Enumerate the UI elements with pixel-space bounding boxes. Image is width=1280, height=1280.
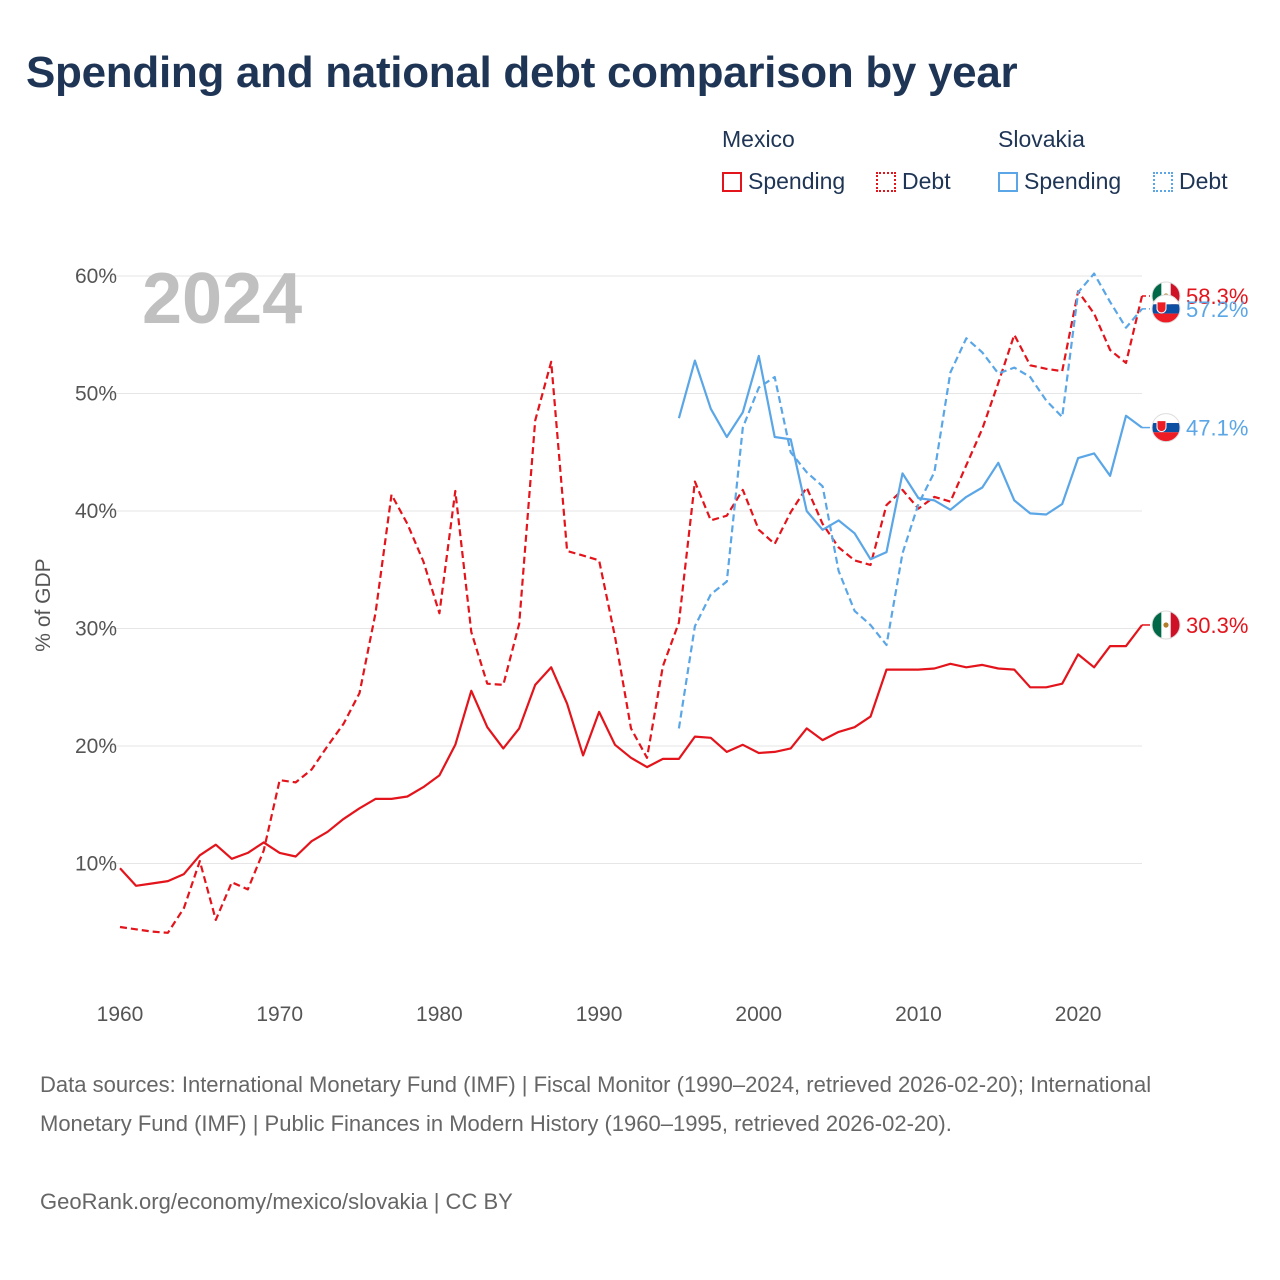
legend-item-slovakia-spending[interactable]: Spending: [998, 168, 1121, 195]
solid-line-swatch-icon: [722, 171, 742, 192]
legend-label: Spending: [748, 168, 846, 194]
legend-label: Debt: [902, 168, 951, 194]
slovakia-debt-line: [677, 272, 1143, 729]
legend-item-mexico-debt[interactable]: Debt: [876, 168, 951, 195]
slovakia-flag-icon: [1151, 413, 1181, 443]
x-tick-label: 1980: [416, 1003, 463, 1026]
chart-title: Spending and national debt comparison by…: [26, 48, 1018, 97]
flag-stripe-red: [1152, 313, 1180, 323]
year-watermark: 2024: [142, 259, 302, 339]
flag-stripe-green: [1152, 281, 1162, 310]
legend-group-slovakia: Slovakia: [998, 126, 1085, 152]
x-tick-label: 1960: [97, 1003, 144, 1026]
x-tick-label: 1990: [576, 1003, 623, 1026]
dotted-line-swatch-icon: [1153, 171, 1173, 192]
y-axis-label: % of GDP: [32, 558, 55, 651]
legend-label: Debt: [1179, 168, 1228, 194]
flag-stripe-white: [1152, 413, 1180, 423]
y-tick-label: 30%: [75, 618, 117, 641]
slovakia-spending-line: [677, 354, 1143, 561]
y-tick-label: 60%: [75, 265, 117, 288]
mexico-debt-line: [119, 290, 1144, 934]
flag-emblem: [1156, 301, 1167, 314]
mexico-flag-icon: [1151, 610, 1181, 640]
flag-fill: [1152, 413, 1180, 442]
x-tick-label: 2000: [735, 1003, 782, 1026]
y-tick-label: 50%: [75, 383, 117, 406]
y-tick-label: 10%: [75, 853, 117, 876]
credit-link[interactable]: GeoRank.org/economy/mexico/slovakia | CC…: [40, 1189, 513, 1214]
mexico-debt-end-label: 58.3%: [1186, 284, 1248, 309]
slovakia-flag-icon: [1151, 294, 1181, 324]
flag-emblem: [1156, 420, 1167, 433]
x-tick-label: 1970: [256, 1003, 303, 1026]
legend-item-slovakia-debt[interactable]: Debt: [1153, 168, 1228, 195]
legend-label: Spending: [1024, 168, 1122, 194]
legend-item-mexico-spending[interactable]: Spending: [722, 168, 845, 195]
mexico-spending-line: [119, 624, 1143, 887]
x-tick-label: 2020: [1055, 1003, 1102, 1026]
dotted-line-swatch-icon: [876, 171, 896, 192]
flag-outline: [1151, 610, 1181, 640]
flag-stripe-red: [1152, 432, 1180, 442]
solid-line-swatch-icon: [998, 171, 1018, 192]
end-markers: 30.3% 58.3% 47.1% 57.2%: [1142, 281, 1248, 640]
flag-stripe-red: [1170, 610, 1180, 639]
flag-stripe-white: [1152, 294, 1180, 305]
flag-emblem: [1163, 622, 1169, 628]
y-tick-label: 40%: [75, 500, 117, 523]
flag-fill: [1152, 294, 1180, 323]
flag-outline: [1151, 413, 1181, 443]
line-chart: 10% 20% 30% 40% 50% 60% 1960 1970 1980 1990 2000 20…: [32, 259, 1248, 1026]
flag-fill: [1152, 610, 1180, 639]
slovakia-spending-end-label: 47.1%: [1186, 416, 1248, 441]
flag-stripe-red: [1170, 281, 1180, 310]
mexico-spending-end-label: 30.3%: [1186, 613, 1248, 638]
flag-outline: [1151, 294, 1181, 324]
x-tick-label: 2010: [895, 1003, 942, 1026]
slovakia-debt-end-label: 57.2%: [1186, 297, 1248, 322]
data-sources: Data sources: International Monetary Fun…: [40, 1072, 1152, 1136]
flag-stripe-green: [1152, 610, 1162, 639]
legend-group-mexico: Mexico: [722, 126, 795, 152]
y-tick-label: 20%: [75, 735, 117, 758]
gridlines: 10% 20% 30% 40% 50% 60% 1960 1970 1980 1990 2000 20…: [75, 265, 1142, 1026]
series-lines: [119, 272, 1144, 934]
